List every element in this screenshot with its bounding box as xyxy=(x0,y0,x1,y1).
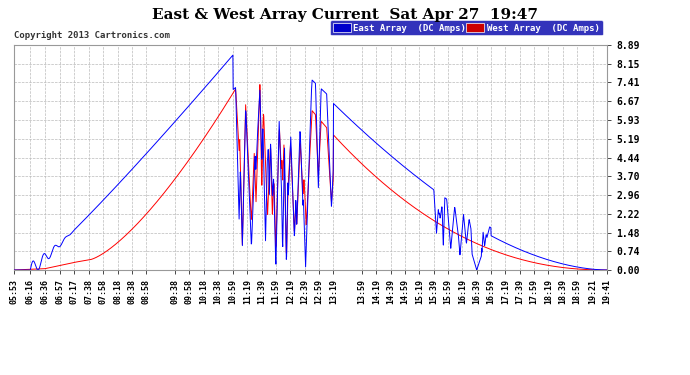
Text: Copyright 2013 Cartronics.com: Copyright 2013 Cartronics.com xyxy=(14,32,170,40)
Legend: East Array  (DC Amps), West Array  (DC Amps): East Array (DC Amps), West Array (DC Amp… xyxy=(330,20,602,35)
Text: East & West Array Current  Sat Apr 27  19:47: East & West Array Current Sat Apr 27 19:… xyxy=(152,8,538,21)
